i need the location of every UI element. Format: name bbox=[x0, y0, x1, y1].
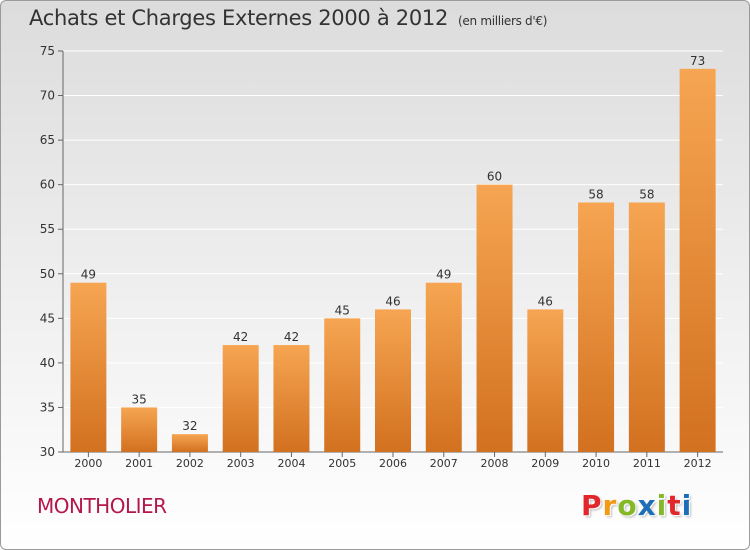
bar bbox=[324, 318, 361, 452]
x-tick-label: 2001 bbox=[125, 457, 153, 470]
y-tick-label: 40 bbox=[40, 356, 55, 370]
x-tick-label: 2011 bbox=[633, 457, 661, 470]
logo-letter: P bbox=[581, 489, 603, 522]
y-tick-label: 30 bbox=[40, 445, 55, 459]
x-tick-label: 2006 bbox=[379, 457, 407, 470]
x-tick-label: 2005 bbox=[328, 457, 356, 470]
logo-letter: i bbox=[681, 489, 693, 522]
data-label: 49 bbox=[436, 268, 451, 282]
commune-name: MONTHOLIER bbox=[37, 494, 167, 518]
y-tick-label: 65 bbox=[40, 133, 55, 147]
bar bbox=[527, 309, 564, 452]
x-tick-label: 2003 bbox=[227, 457, 255, 470]
bar bbox=[171, 434, 208, 452]
proxiti-logo[interactable]: Proxiti bbox=[581, 489, 692, 522]
bar bbox=[628, 202, 665, 452]
bar bbox=[273, 345, 310, 452]
x-tick-label: 2008 bbox=[481, 457, 509, 470]
data-labels: 49 35 32 42 42 45 46 49 60 46 58 58 73 bbox=[81, 54, 706, 433]
data-label: 46 bbox=[538, 294, 553, 308]
data-label: 60 bbox=[487, 170, 502, 184]
x-tick-label: 2004 bbox=[277, 457, 305, 470]
bar bbox=[70, 282, 107, 452]
x-tick-label: 2009 bbox=[531, 457, 559, 470]
bar bbox=[476, 184, 513, 452]
chart-title-text: Achats et Charges Externes 2000 à 2012 bbox=[29, 6, 449, 30]
data-label: 73 bbox=[690, 54, 705, 68]
data-label: 58 bbox=[588, 187, 603, 201]
data-label: 35 bbox=[132, 392, 147, 406]
data-label: 32 bbox=[182, 419, 197, 433]
data-label: 45 bbox=[335, 303, 350, 317]
x-tick-label: 2010 bbox=[582, 457, 610, 470]
bar bbox=[679, 68, 716, 453]
chart-unit: (en milliers d'€) bbox=[458, 14, 548, 28]
x-tick-label: 2007 bbox=[430, 457, 458, 470]
chart-title: Achats et Charges Externes 2000 à 2012 (e… bbox=[29, 6, 547, 30]
logo-letter: o bbox=[617, 489, 638, 522]
data-label: 49 bbox=[81, 268, 96, 282]
x-tick-label: 2000 bbox=[74, 457, 102, 470]
bar bbox=[578, 202, 615, 452]
bar bbox=[222, 345, 259, 452]
bar bbox=[121, 407, 158, 452]
y-tick-label: 35 bbox=[40, 400, 55, 414]
logo-letter: t bbox=[667, 489, 682, 522]
logo-letter: x bbox=[637, 489, 657, 522]
tick-labels: 30 35 40 45 50 55 60 65 70 75 2000 2001 2002 2003 2004… bbox=[40, 44, 712, 470]
bars bbox=[70, 68, 716, 453]
logo-letter: r bbox=[602, 489, 618, 522]
y-tick-label: 75 bbox=[40, 44, 55, 58]
y-tick-label: 55 bbox=[40, 222, 55, 236]
y-tick-label: 50 bbox=[40, 267, 55, 281]
y-tick-label: 70 bbox=[40, 89, 55, 103]
data-label: 42 bbox=[233, 330, 248, 344]
bar bbox=[375, 309, 411, 452]
y-tick-label: 60 bbox=[40, 178, 55, 192]
data-label: 46 bbox=[385, 294, 400, 308]
x-tick-label: 2012 bbox=[684, 457, 712, 470]
logo-letter: i bbox=[656, 489, 668, 522]
bar bbox=[425, 282, 462, 452]
data-label: 42 bbox=[284, 330, 299, 344]
data-label: 58 bbox=[639, 187, 654, 201]
y-tick-label: 45 bbox=[40, 311, 55, 325]
x-tick-label: 2002 bbox=[176, 457, 204, 470]
